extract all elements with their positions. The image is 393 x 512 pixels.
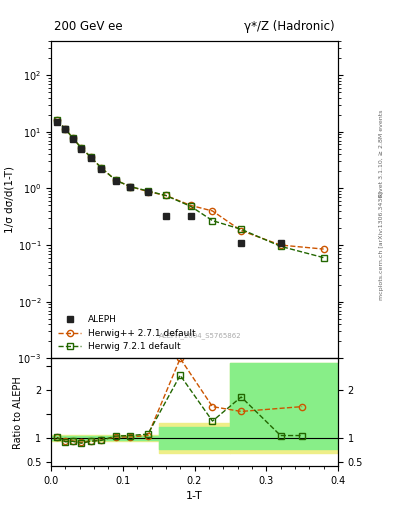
Herwig++ 2.7.1 default	[321, 246, 326, 252]
Text: γ*/Z (Hadronic): γ*/Z (Hadronic)	[244, 20, 335, 33]
Herwig++ 2.7.1 default	[239, 227, 244, 233]
Herwig++ 2.7.1 default	[278, 242, 283, 248]
Herwig 7.2.1 default	[63, 126, 68, 132]
Herwig++ 2.7.1 default	[210, 208, 215, 214]
ALEPH	[88, 155, 93, 161]
Line: Herwig 7.2.1 default: Herwig 7.2.1 default	[54, 117, 327, 261]
Text: 200 GeV ee: 200 GeV ee	[54, 20, 123, 33]
Herwig++ 2.7.1 default	[79, 145, 84, 151]
Herwig 7.2.1 default	[55, 117, 59, 123]
Herwig++ 2.7.1 default	[145, 188, 150, 195]
ALEPH	[239, 240, 244, 246]
ALEPH	[55, 119, 59, 125]
Herwig 7.2.1 default	[210, 218, 215, 224]
Herwig++ 2.7.1 default	[128, 183, 132, 189]
Text: mcplots.cern.ch [arXiv:1306.3436]: mcplots.cern.ch [arXiv:1306.3436]	[379, 191, 384, 300]
Y-axis label: Ratio to ALEPH: Ratio to ALEPH	[13, 376, 23, 449]
Herwig++ 2.7.1 default	[70, 135, 75, 141]
Herwig 7.2.1 default	[239, 226, 244, 232]
ALEPH	[113, 178, 118, 184]
Herwig 7.2.1 default	[88, 154, 93, 160]
ALEPH	[70, 136, 75, 142]
Herwig 7.2.1 default	[163, 193, 168, 199]
Line: Herwig++ 2.7.1 default: Herwig++ 2.7.1 default	[54, 117, 327, 252]
Herwig 7.2.1 default	[99, 165, 104, 171]
Herwig++ 2.7.1 default	[163, 193, 168, 199]
Herwig 7.2.1 default	[321, 254, 326, 261]
Herwig++ 2.7.1 default	[113, 177, 118, 183]
Herwig++ 2.7.1 default	[63, 126, 68, 132]
Herwig 7.2.1 default	[79, 145, 84, 151]
Y-axis label: 1/σ dσ/d(1-T): 1/σ dσ/d(1-T)	[5, 166, 15, 233]
Herwig++ 2.7.1 default	[99, 165, 104, 171]
Text: ALEPH_2004_S5765862: ALEPH_2004_S5765862	[159, 333, 242, 339]
ALEPH	[163, 214, 168, 220]
ALEPH	[145, 189, 150, 196]
Text: Rivet 3.1.10, ≥ 2.8M events: Rivet 3.1.10, ≥ 2.8M events	[379, 110, 384, 197]
Herwig++ 2.7.1 default	[88, 154, 93, 160]
Herwig 7.2.1 default	[113, 177, 118, 183]
Legend: ALEPH, Herwig++ 2.7.1 default, Herwig 7.2.1 default: ALEPH, Herwig++ 2.7.1 default, Herwig 7.…	[55, 312, 198, 354]
Herwig 7.2.1 default	[278, 243, 283, 249]
Herwig 7.2.1 default	[70, 135, 75, 141]
Line: ALEPH: ALEPH	[54, 119, 284, 246]
ALEPH	[189, 214, 193, 220]
ALEPH	[79, 146, 84, 152]
Herwig++ 2.7.1 default	[189, 202, 193, 208]
Herwig++ 2.7.1 default	[55, 117, 59, 123]
ALEPH	[278, 240, 283, 246]
Herwig 7.2.1 default	[145, 188, 150, 194]
Herwig 7.2.1 default	[128, 183, 132, 189]
ALEPH	[128, 184, 132, 190]
ALEPH	[63, 126, 68, 133]
ALEPH	[99, 166, 104, 172]
Herwig 7.2.1 default	[189, 203, 193, 209]
X-axis label: 1-T: 1-T	[186, 491, 203, 501]
